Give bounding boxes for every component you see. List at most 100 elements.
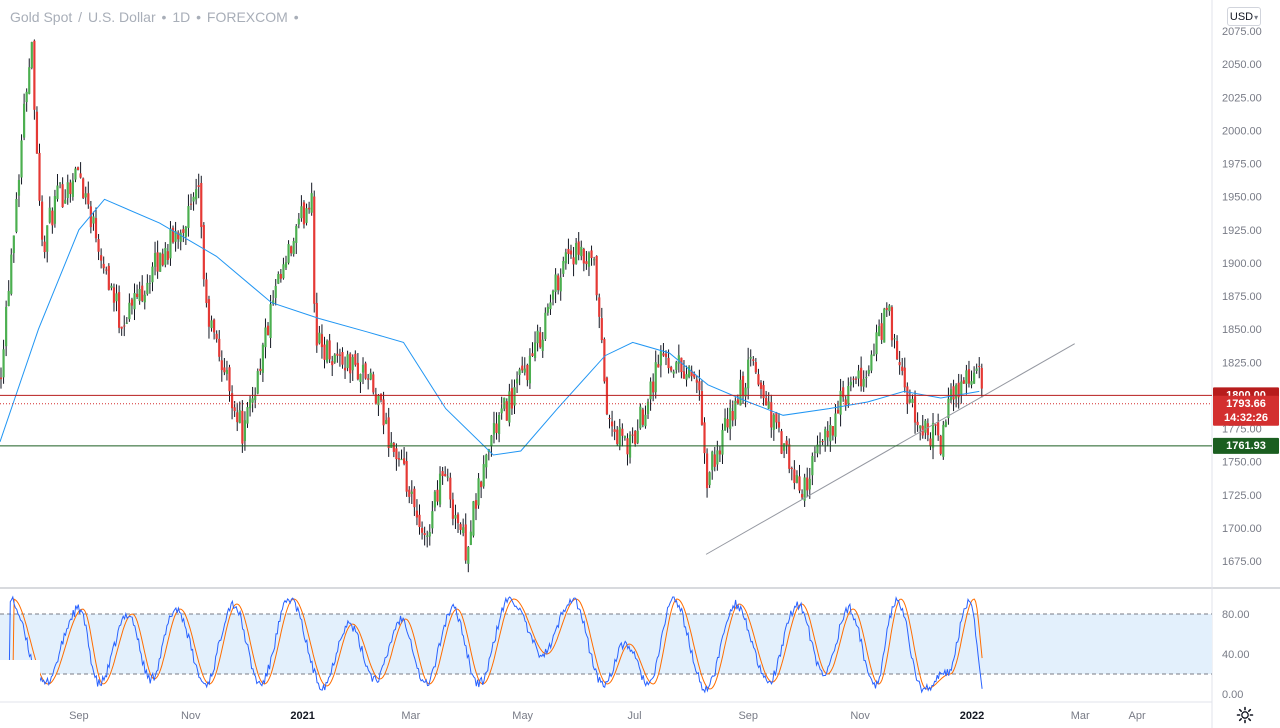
title-dot: •: [161, 9, 167, 25]
candle-down: [531, 353, 534, 357]
candle-down: [228, 367, 231, 392]
candle-down: [610, 421, 614, 427]
candle-down: [600, 318, 603, 341]
candle-up: [305, 208, 308, 223]
candle-down: [308, 207, 311, 210]
support-trendline[interactable]: [705, 343, 1075, 555]
candle-down: [436, 489, 439, 502]
candle-down: [957, 382, 960, 398]
candle-down: [120, 326, 123, 329]
candle-down: [290, 246, 293, 254]
candle-up: [472, 501, 475, 536]
candle-up: [816, 444, 819, 454]
candle-down: [456, 514, 460, 524]
price-tick-label: 2050.00: [1222, 59, 1262, 71]
candle-down: [657, 364, 660, 368]
candle-down: [590, 250, 593, 259]
candle-down: [890, 307, 894, 341]
candle-up: [431, 511, 434, 529]
currency-button[interactable]: USD▾: [1227, 7, 1261, 26]
candle-up: [960, 381, 963, 395]
price-tick-label: 1900.00: [1222, 258, 1262, 270]
candle-up: [721, 430, 724, 455]
candle-up: [593, 259, 596, 261]
candle-down: [441, 471, 444, 477]
candle-up: [734, 400, 737, 420]
candle-down: [61, 184, 64, 208]
last-price-badge-label: 14:32:26: [1224, 412, 1268, 424]
candle-up: [264, 327, 267, 348]
gear-icon[interactable]: [1236, 706, 1254, 724]
candle-up: [164, 247, 167, 265]
candle-up: [500, 408, 503, 414]
candle-down: [130, 299, 134, 306]
currency-pair-name: U.S. Dollar: [87, 9, 156, 25]
candle-down: [652, 381, 655, 393]
candle-down: [207, 299, 211, 327]
candle-up: [492, 423, 496, 435]
candle-up: [30, 42, 33, 68]
candle-up: [210, 320, 213, 329]
candle-up: [246, 407, 249, 424]
candle-down: [449, 477, 452, 500]
candle-up: [865, 377, 868, 379]
symbol-name[interactable]: Gold Spot: [10, 9, 73, 25]
candle-down: [141, 285, 144, 301]
candle-down: [854, 378, 858, 380]
candle-down: [372, 374, 375, 393]
candle-up: [772, 414, 775, 430]
candle-up: [711, 451, 714, 471]
candle-up: [672, 371, 675, 374]
candle-up: [300, 206, 303, 219]
candle-up: [564, 252, 567, 264]
title-dot: •: [196, 9, 202, 25]
candle-up: [716, 450, 719, 465]
candle-up: [48, 207, 51, 223]
candle-down: [423, 533, 426, 536]
candle-down: [76, 167, 80, 170]
candle-up: [688, 366, 691, 378]
candle-down: [567, 248, 570, 254]
candle-up: [369, 372, 372, 380]
candle-down: [539, 332, 542, 348]
candle-down: [100, 255, 103, 261]
interval-label[interactable]: 1D: [172, 9, 191, 25]
candle-up: [931, 423, 935, 449]
candle-up: [151, 266, 154, 283]
price-tick-label: 1950.00: [1222, 192, 1262, 204]
candle-down: [413, 488, 416, 508]
candle-down: [967, 369, 971, 384]
candle-up: [878, 326, 881, 336]
candle-up: [53, 196, 57, 224]
candle-down: [913, 396, 917, 423]
candle-down: [328, 340, 331, 360]
candle-down: [215, 333, 218, 339]
candle-up: [649, 381, 652, 400]
currency-label: USD: [1229, 11, 1254, 23]
candle-up: [888, 305, 891, 312]
candle-down: [405, 460, 408, 492]
time-axis[interactable]: Sep Nov 2021 Mar May Jul Sep Nov 2022 Mar Apr: [69, 710, 1146, 722]
candle-down: [156, 252, 159, 272]
time-tick-label: Nov: [181, 710, 201, 722]
price-axis[interactable]: 1675.001700.001725.001750.001775.001800.…: [1222, 26, 1262, 701]
candle-up: [138, 288, 141, 301]
candle-up: [438, 473, 442, 505]
candle-down: [821, 440, 824, 442]
candle-down: [94, 218, 98, 239]
candle-up: [462, 527, 465, 533]
candle-down: [806, 477, 809, 491]
candle-up: [675, 362, 678, 370]
candle-down: [205, 279, 208, 304]
stochastic-k-line: [0, 595, 983, 694]
time-tick-label: Jul: [628, 710, 642, 722]
candle-up: [867, 369, 870, 374]
candle-down: [585, 261, 588, 265]
candle-up: [554, 274, 557, 292]
time-tick-label: May: [512, 710, 533, 722]
candle-down: [451, 499, 454, 519]
candle-down: [408, 489, 411, 497]
candle-down: [313, 196, 316, 304]
support-badge-label: 1761.93: [1226, 440, 1266, 452]
